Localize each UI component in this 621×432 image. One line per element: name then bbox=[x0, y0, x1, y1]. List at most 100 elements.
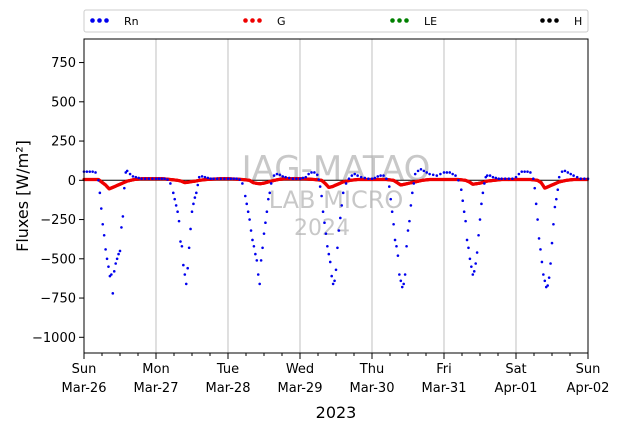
x-tick-day: Wed bbox=[286, 362, 314, 377]
rn-point bbox=[255, 259, 259, 262]
legend-label: H bbox=[574, 15, 582, 28]
x-tick-date: Mar-30 bbox=[350, 381, 395, 396]
legend-marker bbox=[104, 18, 109, 23]
rn-point bbox=[552, 222, 555, 226]
rn-point bbox=[408, 219, 411, 223]
rn-point bbox=[184, 282, 188, 286]
rn-point bbox=[560, 170, 564, 173]
rn-point bbox=[382, 174, 385, 177]
rn-point bbox=[389, 197, 393, 201]
rn-point bbox=[405, 244, 408, 248]
rn-point bbox=[359, 175, 363, 179]
watermark-line-3: 2024 bbox=[294, 216, 350, 241]
rn-point bbox=[251, 238, 254, 242]
x-tick-date: Apr-02 bbox=[567, 381, 610, 396]
rn-point bbox=[341, 191, 345, 195]
rn-point bbox=[320, 194, 323, 198]
x-tick-day: Mon bbox=[142, 362, 169, 377]
rn-point bbox=[520, 170, 524, 173]
y-axis-label: Fluxes [W/m²] bbox=[13, 140, 32, 252]
rn-point bbox=[183, 273, 187, 276]
rn-point bbox=[117, 252, 120, 256]
rn-point bbox=[118, 249, 122, 253]
legend-marker bbox=[90, 18, 95, 23]
rn-point bbox=[412, 182, 416, 185]
legend-marker bbox=[554, 18, 559, 23]
rn-point bbox=[392, 222, 395, 226]
rn-point bbox=[514, 175, 518, 179]
rn-point bbox=[143, 177, 147, 181]
rn-point bbox=[140, 177, 143, 181]
rn-point bbox=[120, 226, 123, 229]
rn-point bbox=[569, 172, 573, 176]
rn-point bbox=[468, 257, 472, 261]
x-tick-day: Sat bbox=[505, 362, 526, 377]
rn-point bbox=[219, 177, 223, 181]
rn-point bbox=[507, 177, 511, 181]
rn-point bbox=[235, 177, 238, 181]
rn-point bbox=[500, 177, 503, 181]
x-tick-day: Sun bbox=[72, 362, 97, 377]
rn-point bbox=[324, 232, 328, 235]
rn-point bbox=[176, 210, 179, 213]
rn-point bbox=[411, 191, 414, 195]
rn-point bbox=[431, 173, 435, 177]
rn-point bbox=[403, 273, 407, 276]
legend-marker bbox=[243, 18, 248, 23]
rn-point bbox=[85, 170, 89, 173]
x-tick-day: Sun bbox=[576, 362, 601, 377]
legend-marker bbox=[397, 18, 402, 23]
rn-point bbox=[315, 173, 319, 177]
rn-point bbox=[252, 244, 256, 248]
rn-point bbox=[151, 177, 154, 181]
y-tick-label: −1000 bbox=[32, 331, 76, 346]
rn-point bbox=[467, 246, 470, 250]
rn-point bbox=[422, 169, 426, 173]
rn-point bbox=[229, 177, 233, 181]
rn-point bbox=[193, 196, 197, 199]
rn-point bbox=[245, 202, 249, 206]
rn-point bbox=[393, 238, 397, 242]
rn-point bbox=[254, 252, 257, 256]
rn-point bbox=[179, 240, 182, 243]
x-axis-label: 2023 bbox=[316, 403, 357, 422]
rn-point bbox=[542, 273, 545, 276]
rn-point bbox=[579, 177, 583, 181]
rn-point bbox=[465, 238, 469, 242]
rn-point bbox=[488, 174, 492, 177]
rn-point bbox=[331, 282, 335, 286]
x-tick-day: Tue bbox=[216, 362, 239, 377]
x-tick-date: Mar-27 bbox=[134, 381, 179, 396]
rn-point bbox=[445, 171, 449, 174]
rn-point bbox=[310, 171, 313, 174]
rn-point bbox=[379, 174, 382, 177]
rn-point bbox=[494, 176, 498, 180]
rn-point bbox=[190, 210, 194, 213]
rn-point bbox=[321, 210, 325, 213]
legend-label: LE bbox=[424, 15, 437, 28]
rn-point bbox=[267, 197, 270, 201]
rn-point bbox=[107, 265, 110, 268]
rn-point bbox=[523, 170, 526, 173]
rn-point bbox=[275, 172, 279, 176]
legend-marker bbox=[390, 18, 395, 23]
rn-point bbox=[112, 270, 116, 273]
rn-point bbox=[98, 191, 102, 195]
rn-point bbox=[137, 176, 141, 180]
rn-point bbox=[269, 182, 273, 185]
rn-point bbox=[557, 175, 561, 179]
legend: Rn G LE H bbox=[83, 9, 589, 33]
rn-point bbox=[209, 177, 213, 181]
rn-point bbox=[200, 175, 204, 178]
grid bbox=[155, 39, 517, 353]
rn-point bbox=[497, 177, 501, 181]
rn-point bbox=[232, 177, 236, 181]
rn-point bbox=[555, 197, 558, 201]
rn-point bbox=[387, 185, 391, 188]
rn-point bbox=[248, 218, 251, 221]
rn-point bbox=[481, 191, 485, 195]
legend-entry-rn: Rn bbox=[90, 15, 139, 28]
rn-point bbox=[526, 170, 529, 173]
rn-point bbox=[268, 191, 272, 195]
rn-point bbox=[428, 172, 431, 176]
